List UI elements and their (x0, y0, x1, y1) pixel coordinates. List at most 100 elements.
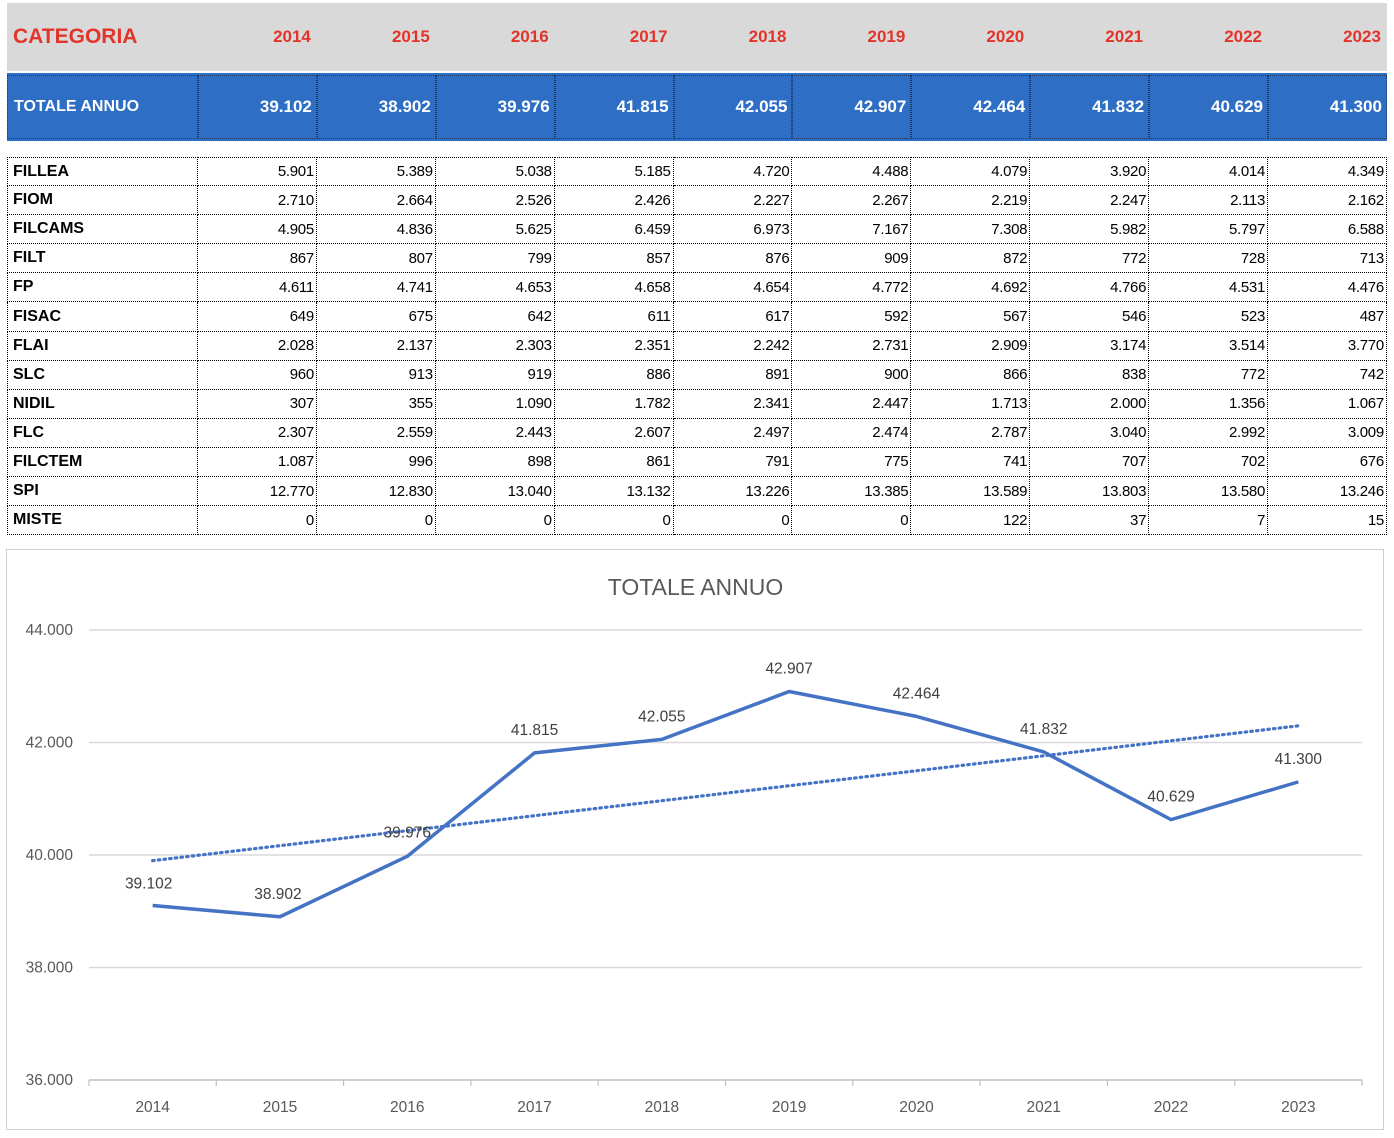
row-value: 37 (1030, 506, 1150, 536)
row-value: 1.087 (198, 447, 317, 478)
data-label: 41.300 (1275, 751, 1323, 768)
row-value: 898 (435, 447, 555, 478)
data-label: 39.102 (125, 876, 172, 893)
row-value: 2.247 (1030, 186, 1150, 216)
table-row: FLC 2.307 2.559 2.443 2.607 2.497 2.474 2.787 3.… (7, 418, 1387, 448)
row-value: 2.162 (1268, 186, 1387, 216)
row-value: 0 (435, 506, 555, 536)
row-label: SLC (7, 360, 198, 390)
row-value: 5.389 (316, 157, 436, 187)
row-value: 2.664 (316, 186, 436, 216)
row-value: 1.067 (1268, 389, 1387, 419)
row-value: 2.351 (554, 331, 674, 361)
row-label: FIOM (7, 186, 198, 216)
row-value: 13.580 (1149, 477, 1269, 507)
data-label: 39.976 (384, 824, 431, 841)
header-category-label: CATEGORIA (13, 25, 138, 48)
row-value: 5.901 (198, 157, 317, 187)
row-value: 546 (1030, 302, 1150, 332)
data-label: 41.815 (511, 722, 558, 739)
x-tick-label: 2015 (263, 1099, 297, 1116)
data-table: CATEGORIA 2014 2015 2016 2017 2018 2019 … (7, 3, 1387, 536)
row-label: NIDIL (7, 389, 198, 419)
row-value: 1.356 (1149, 389, 1269, 419)
table-row: FLAI 2.028 2.137 2.303 2.351 2.242 2.731 2.909 3… (7, 331, 1387, 361)
row-value: 772 (1149, 360, 1269, 390)
row-label: FLAI (7, 331, 198, 361)
row-value: 2.307 (198, 418, 317, 448)
row-value: 2.909 (911, 331, 1031, 361)
row-value: 2.137 (316, 331, 436, 361)
row-value: 2.710 (198, 186, 317, 216)
row-value: 13.246 (1268, 477, 1387, 507)
row-value: 487 (1268, 302, 1387, 332)
row-value: 807 (316, 244, 436, 274)
y-tick-label: 44.000 (26, 622, 74, 639)
row-value: 799 (435, 244, 555, 274)
row-value: 307 (198, 389, 317, 419)
row-value: 3.770 (1268, 331, 1387, 361)
row-value: 4.079 (911, 157, 1031, 187)
total-value: 41.832 (1030, 75, 1150, 139)
row-label: FILCTEM (7, 447, 198, 478)
row-value: 872 (911, 244, 1031, 274)
line-chart: TOTALE ANNUO 36.000 38.000 40.000 42.000 44.0… (26, 574, 1363, 1116)
row-value: 15 (1268, 506, 1387, 536)
row-value: 3.174 (1030, 331, 1150, 361)
row-label: MISTE (7, 506, 198, 536)
row-value: 4.611 (198, 273, 317, 303)
table-header-row: CATEGORIA 2014 2015 2016 2017 2018 2019 … (7, 3, 1387, 71)
row-value: 355 (316, 389, 436, 419)
row-value: 13.132 (554, 477, 674, 507)
header-year: 2020 (986, 27, 1025, 46)
row-value: 2.113 (1149, 186, 1269, 216)
row-value: 5.038 (435, 157, 555, 187)
trendline (151, 724, 1300, 863)
row-value: 13.226 (673, 477, 793, 507)
row-value: 775 (792, 447, 912, 478)
row-value: 6.973 (673, 215, 793, 245)
row-value: 2.219 (911, 186, 1031, 216)
total-value: 41.815 (554, 75, 674, 139)
row-value: 4.836 (316, 215, 436, 245)
row-value: 4.349 (1268, 157, 1387, 187)
row-value: 4.766 (1030, 273, 1150, 303)
row-value: 4.692 (911, 273, 1031, 303)
header-year: 2017 (629, 27, 668, 46)
total-row: TOTALE ANNUO 39.102 38.902 39.976 41.815… (7, 73, 1387, 139)
row-value: 900 (792, 360, 912, 390)
row-value: 12.830 (316, 477, 436, 507)
row-value: 6.459 (554, 215, 674, 245)
x-tick-label: 2022 (1154, 1099, 1188, 1116)
chart-title: TOTALE ANNUO (608, 574, 784, 600)
row-value: 2.731 (792, 331, 912, 361)
row-value: 12.770 (198, 477, 317, 507)
row-value: 7 (1149, 506, 1269, 536)
row-value: 876 (673, 244, 793, 274)
total-label: TOTALE ANNUO (7, 75, 198, 139)
data-label: 40.629 (1147, 789, 1194, 806)
row-value: 5.797 (1149, 215, 1269, 245)
row-label: FILCAMS (7, 215, 198, 245)
table-row: SLC 960 913 919 886 891 900 866 838 772 742 (7, 360, 1387, 390)
row-value: 4.720 (673, 157, 793, 187)
x-tick-label: 2016 (390, 1099, 424, 1116)
row-value: 617 (673, 302, 793, 332)
row-value: 4.014 (1149, 157, 1269, 187)
row-value: 1.713 (911, 389, 1031, 419)
table-row: SPI 12.770 12.830 13.040 13.132 13.226 13.385 1… (7, 477, 1387, 507)
table-row: FIOM 2.710 2.664 2.526 2.426 2.227 2.267 2.219 2… (7, 186, 1387, 216)
table-row: FILT 867 807 799 857 876 909 872 772 728 713 (7, 244, 1387, 274)
row-value: 772 (1030, 244, 1150, 274)
row-value: 3.040 (1030, 418, 1150, 448)
table-row: NIDIL 307 355 1.090 1.782 2.341 2.447 1.713 2.00… (7, 389, 1387, 419)
row-value: 996 (316, 447, 436, 478)
row-value: 13.589 (911, 477, 1031, 507)
row-value: 2.992 (1149, 418, 1269, 448)
row-value: 676 (1268, 447, 1387, 478)
row-value: 7.167 (792, 215, 912, 245)
data-label: 42.464 (893, 685, 941, 702)
row-value: 13.385 (792, 477, 912, 507)
total-value: 42.464 (911, 75, 1031, 139)
row-value: 2.787 (911, 418, 1031, 448)
